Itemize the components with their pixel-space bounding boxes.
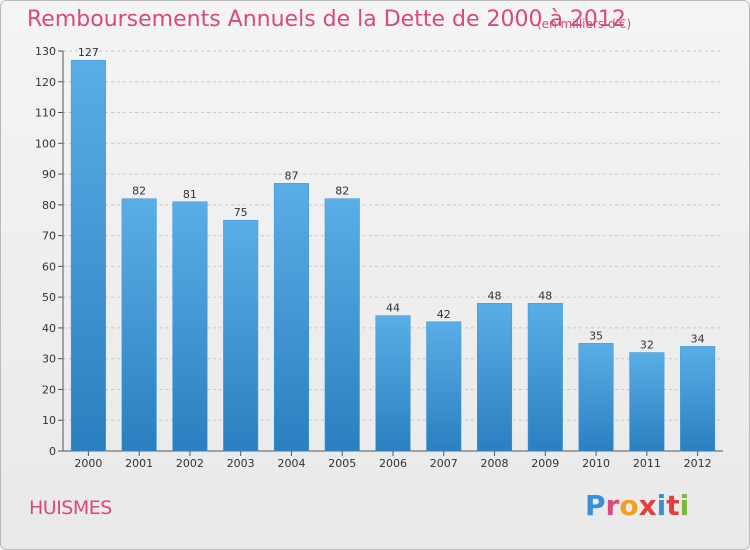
data-label-2000: 127 [78,46,99,59]
bar-2012 [680,346,716,452]
x-tick-label-2010: 2010 [582,457,610,470]
logo-letter: x [638,489,657,522]
logo-letter: i [679,489,690,522]
x-tick-label-2009: 2009 [531,457,559,470]
bar-2001 [121,198,157,452]
x-tick-label-2005: 2005 [328,457,356,470]
data-label-2008: 48 [488,289,502,302]
bar-2010 [578,343,614,452]
y-tick-label: 50 [42,291,56,304]
logo-letter: P [585,489,606,522]
data-label-2002: 81 [183,188,197,201]
bar-2003 [223,219,259,452]
x-tick-label-2006: 2006 [379,457,407,470]
chart-title: Remboursements Annuels de la Dette de 20… [27,7,626,32]
y-tick-label: 70 [42,230,56,243]
y-tick-label: 110 [35,107,56,120]
data-label-2005: 82 [335,185,349,198]
data-label-2004: 87 [284,169,298,182]
y-tick-label: 120 [35,76,56,89]
y-tick-label: 80 [42,199,56,212]
x-tick-label-2012: 2012 [684,457,712,470]
bar-2007 [426,321,462,452]
x-tick-label-2000: 2000 [74,457,102,470]
x-tick-label-2001: 2001 [125,457,153,470]
logo-letter: i [656,489,667,522]
city-name: HUISMES [29,497,112,519]
x-tick-label-2003: 2003 [227,457,255,470]
proxiti-logo[interactable]: Proxiti [585,489,689,522]
y-tick-label: 10 [42,414,56,427]
y-tick-label: 0 [49,445,56,458]
y-tick-label: 20 [42,383,56,396]
bar-2005 [324,198,360,452]
data-label-2012: 34 [691,332,705,345]
y-tick-label: 60 [42,260,56,273]
x-tick-label-2011: 2011 [633,457,661,470]
y-tick-label: 40 [42,322,56,335]
data-label-2001: 82 [132,185,146,198]
data-label-2010: 35 [589,329,603,342]
y-tick-label: 100 [35,137,56,150]
bar-2002 [172,201,208,452]
bar-2008 [477,303,513,452]
x-tick-label-2002: 2002 [176,457,204,470]
bar-2011 [629,352,665,452]
logo-letter: o [619,489,639,522]
bar-2000 [70,59,106,452]
data-label-2011: 32 [640,339,654,352]
x-tick-label-2004: 2004 [277,457,305,470]
y-tick-label: 30 [42,353,56,366]
x-tick-label-2008: 2008 [481,457,509,470]
logo-letter: r [605,489,620,522]
data-label-2007: 42 [437,308,451,321]
data-label-2003: 75 [234,206,248,219]
x-tick-label-2007: 2007 [430,457,458,470]
y-tick-label: 130 [35,45,56,58]
bar-2004 [273,183,309,452]
bar-2009 [527,303,563,452]
chart-unit-note: (en milliers d'€) [537,17,632,31]
data-label-2006: 44 [386,302,400,315]
y-tick-label: 90 [42,168,56,181]
bar-2006 [375,315,411,452]
logo-letter: t [666,489,680,522]
data-label-2009: 48 [538,289,552,302]
